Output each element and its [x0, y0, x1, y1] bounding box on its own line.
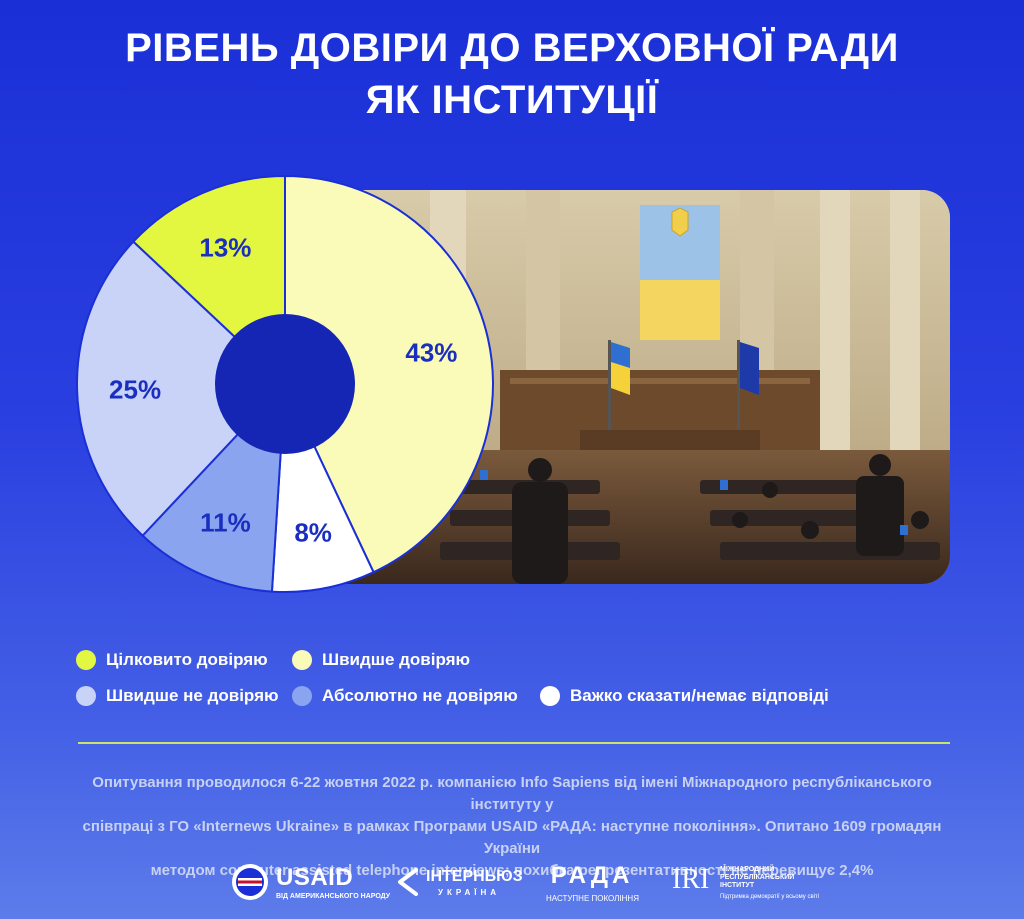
divider	[78, 742, 950, 744]
note-line-2: співпраці з ГО «Internews Ukraine» в рам…	[82, 818, 942, 857]
donut-hole	[215, 314, 355, 454]
note-line-1: Опитування проводилося 6-22 жовтня 2022 …	[92, 774, 932, 813]
internews-wordmark: ІНТЕРНЬЮЗ	[426, 868, 523, 885]
pie-slice-3	[76, 240, 287, 538]
iri-name-line-3: ІНСТИТУТ	[720, 882, 755, 889]
rada-tagline: НАСТУПНЕ ПОКОЛІННЯ	[546, 894, 639, 903]
legend-swatch	[540, 686, 560, 706]
legend-item-absolute-distrust: Абсолютно не довіряю	[292, 686, 518, 706]
usaid-tagline: ВІД АМЕРИКАНСЬКОГО НАРОДУ	[276, 893, 391, 900]
note-line-3: методом computer assisted telephone inte…	[150, 862, 874, 879]
legend-swatch	[76, 650, 96, 670]
legend-label: Абсолютно не довіряю	[322, 686, 518, 705]
legend-item-hard-to-say: Важко сказати/немає відповіді	[540, 686, 829, 706]
legend-item-full-trust: Цілковито довіряю	[76, 650, 268, 670]
slice-label-0: 43%	[405, 337, 457, 367]
legend-swatch	[292, 686, 312, 706]
legend-item-rather-trust: Швидше довіряю	[292, 650, 470, 670]
slice-label-4: 13%	[199, 232, 251, 262]
legend-label: Важко сказати/немає відповіді	[570, 686, 829, 705]
slice-label-1: 8%	[294, 517, 332, 547]
iri-tagline: Підтримка демократії у всьому світі	[720, 894, 820, 900]
partner-logos: USAID ВІД АМЕРИКАНСЬКОГО НАРОДУ ІНТЕРНЬЮ…	[0, 858, 1024, 908]
legend-label: Швидше не довіряю	[106, 686, 279, 705]
iri-name-line-1: МІЖНАРОДНИЙ	[720, 866, 775, 873]
internews-tagline: УКРАЇНА	[438, 888, 501, 897]
pie-slice-0	[284, 174, 494, 574]
slice-label-2: 11%	[200, 508, 251, 538]
methodology-note: Опитування проводилося 6-22 жовтня 2022 …	[60, 772, 964, 882]
rada-wordmark: РАДА	[550, 862, 634, 889]
page-title: РІВЕНЬ ДОВІРИ ДО ВЕРХОВНОЇ РАДИ ЯК ІНСТИ…	[0, 22, 1024, 126]
iri-name: МІЖНАРОДНИЙ РЕСПУБЛІКАНСЬКИЙ ІНСТИТУТ	[720, 866, 794, 890]
rada-logo: РАДА НАСТУПНЕ ПОКОЛІННЯ	[546, 862, 639, 903]
iri-name-line-2: РЕСПУБЛІКАНСЬКИЙ	[720, 874, 795, 881]
legend-label: Швидше довіряю	[322, 650, 471, 669]
legend-swatch	[76, 686, 96, 706]
internews-mark-icon	[398, 868, 418, 896]
legend-item-rather-distrust: Швидше не довіряю	[76, 686, 279, 706]
title-line-1: РІВЕНЬ ДОВІРИ ДО ВЕРХОВНОЇ РАДИ	[125, 26, 899, 70]
usaid-seal-icon	[232, 864, 268, 900]
trust-donut-chart: 43% 8% 11% 25% 13%	[76, 174, 494, 593]
slice-label-3: 25%	[109, 375, 161, 405]
iri-wordmark: IRI	[672, 864, 710, 895]
title-line-2: ЯК ІНСТИТУЦІЇ	[365, 78, 659, 122]
usaid-wordmark: USAID	[276, 864, 354, 891]
legend-label: Цілковито довіряю	[106, 650, 268, 669]
legend-swatch	[292, 650, 312, 670]
